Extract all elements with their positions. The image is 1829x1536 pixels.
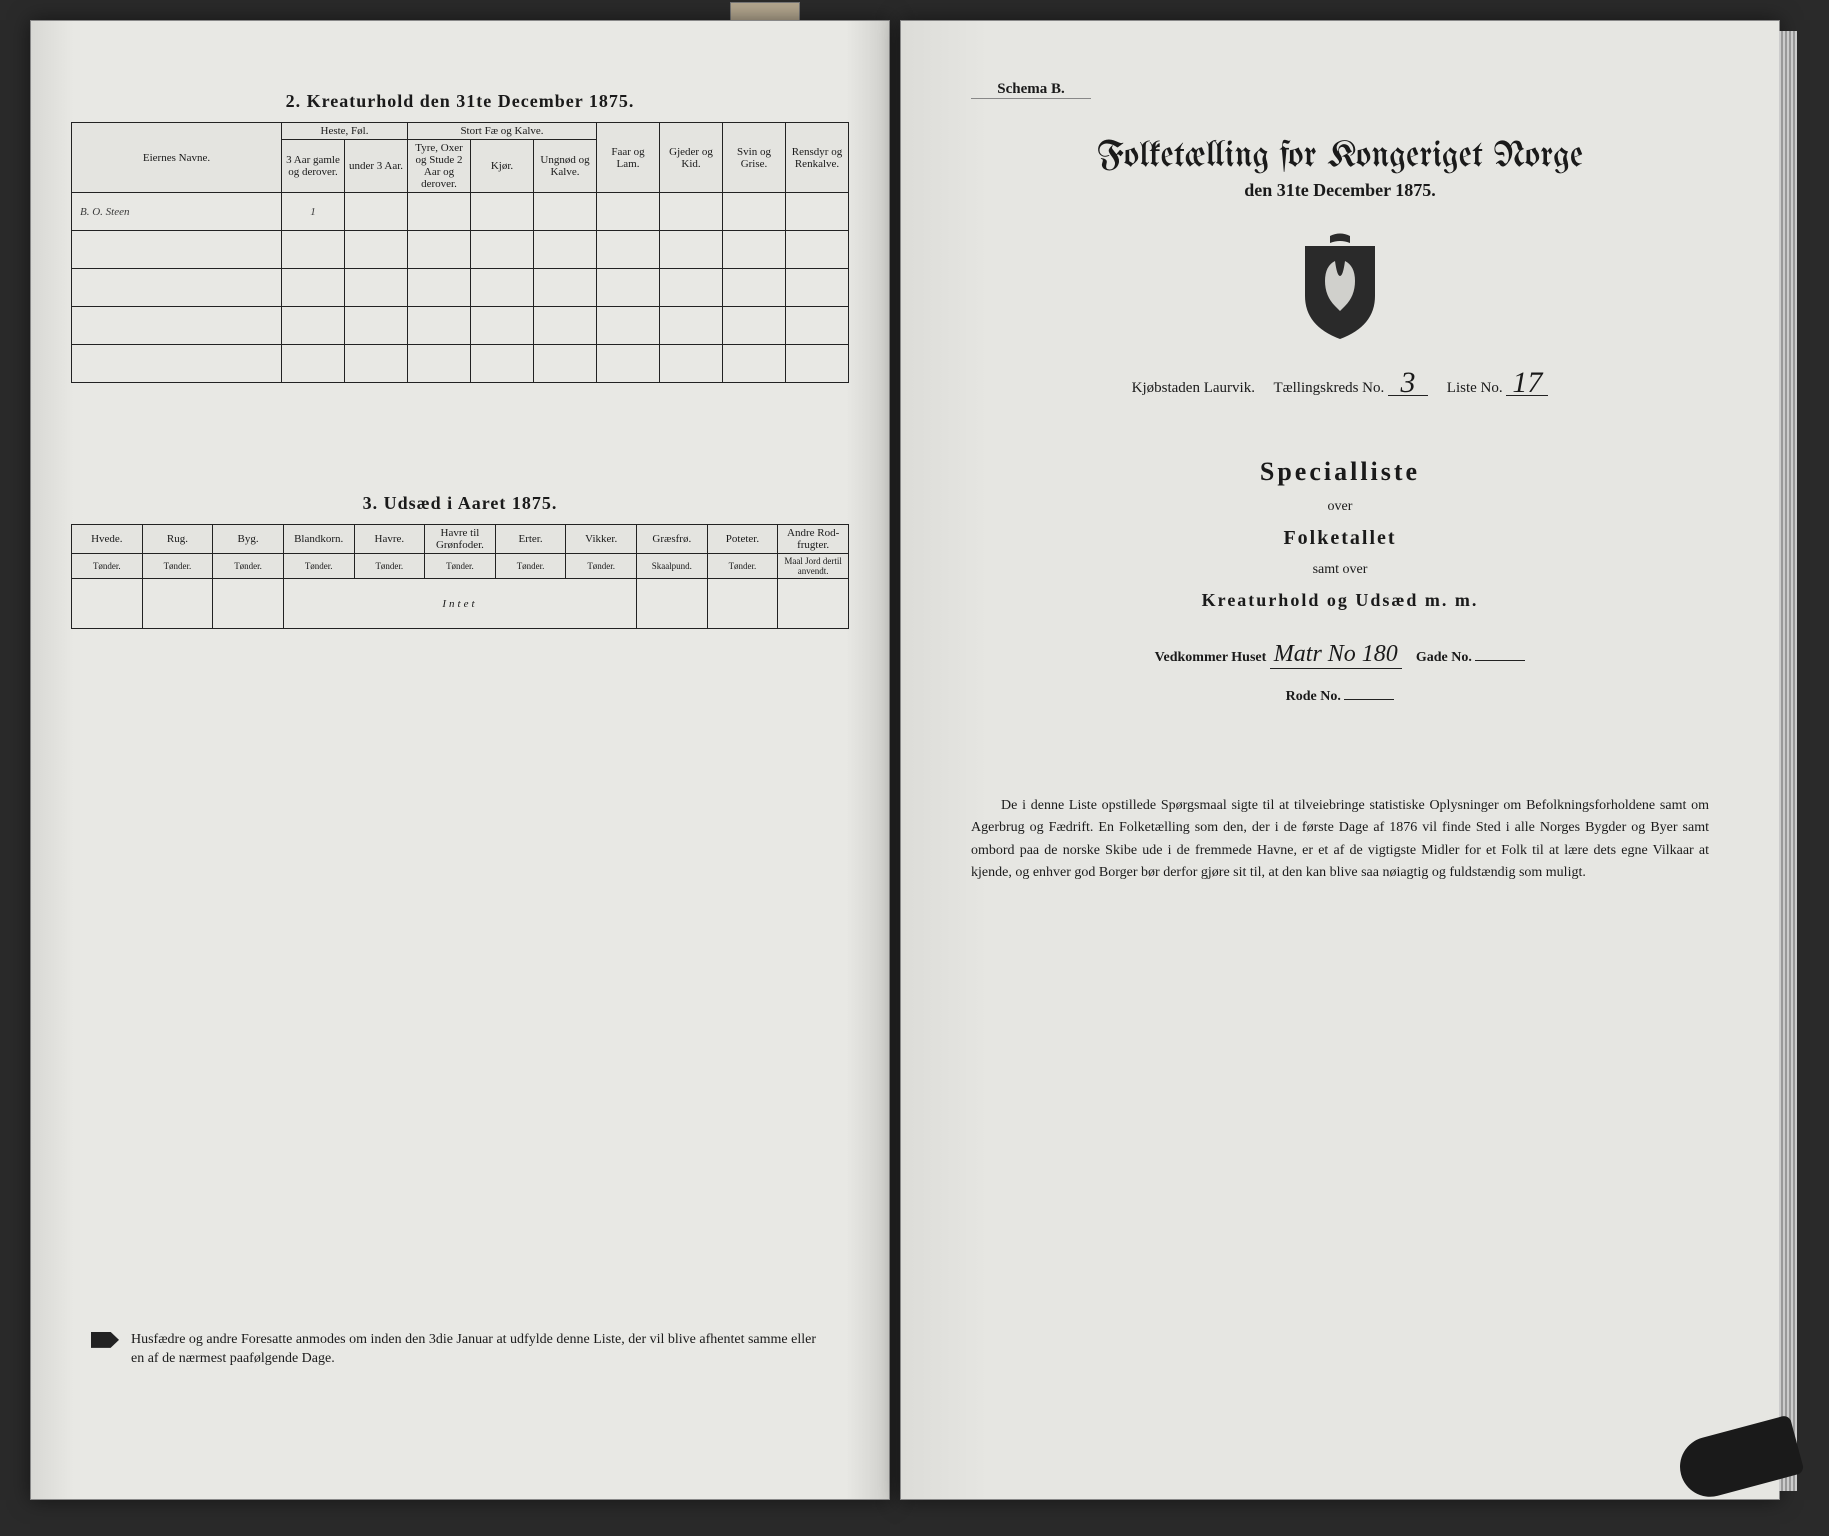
- col: Erter.: [495, 525, 566, 554]
- col: Rug.: [142, 525, 213, 554]
- cell: [408, 193, 471, 231]
- footnote-text: Husfædre og andre Foresatte anmodes om i…: [131, 1332, 816, 1367]
- sub-s1: Tyre, Oxer og Stude 2 Aar og derover.: [408, 140, 471, 193]
- pointer-icon: [91, 1332, 119, 1348]
- unit: Tønder.: [142, 554, 213, 579]
- cell: [786, 193, 849, 231]
- sub-h2: under 3 Aar.: [345, 140, 408, 193]
- document-tab: [730, 2, 800, 22]
- sub-h1: 3 Aar gamle og derover.: [282, 140, 345, 193]
- livestock-row: [72, 345, 849, 383]
- folketallet: Folketallet: [971, 527, 1709, 550]
- liste-label: Liste No.: [1447, 380, 1503, 396]
- col-owner: Eiernes Navne.: [72, 123, 282, 193]
- town-label: Kjøbstaden Laurvik.: [1132, 380, 1255, 396]
- grp-faar: Faar og Lam.: [597, 123, 660, 193]
- section-3-title: 3. Udsæd i Aaret 1875.: [71, 493, 849, 514]
- footnote: Husfædre og andre Foresatte anmodes om i…: [131, 1330, 829, 1369]
- col: Andre Rod-frugter.: [778, 525, 849, 554]
- sub-title: den 31te December 1875.: [971, 180, 1709, 201]
- liste-no: 17: [1506, 371, 1548, 396]
- cell: [471, 193, 534, 231]
- body-paragraph: De i denne Liste opstillede Spørgsmaal s…: [971, 795, 1709, 885]
- seed-data-row: Intet: [72, 579, 849, 629]
- sub-s2: Kjør.: [471, 140, 534, 193]
- livestock-row: [72, 231, 849, 269]
- unit: Tønder.: [213, 554, 284, 579]
- seed-unit-row: Tønder. Tønder. Tønder. Tønder. Tønder. …: [72, 554, 849, 579]
- page-stack-edge: [1779, 31, 1797, 1491]
- over-1: over: [971, 499, 1709, 515]
- unit: Tønder.: [283, 554, 354, 579]
- unit: Tønder.: [566, 554, 637, 579]
- vedkommer-line: Vedkommer Huset Matr No 180 Gade No.: [971, 641, 1709, 669]
- district-line: Kjøbstaden Laurvik. Tællingskreds No. 3 …: [971, 371, 1709, 397]
- kreaturhold-line: Kreaturhold og Udsæd m. m.: [971, 590, 1709, 611]
- section-2-title: 2. Kreaturhold den 31te December 1875.: [71, 91, 849, 112]
- left-page: 2. Kreaturhold den 31te December 1875. E…: [30, 20, 890, 1500]
- livestock-row: [72, 307, 849, 345]
- unit: Tønder.: [707, 554, 778, 579]
- seed-header-row: Hvede. Rug. Byg. Blandkorn. Havre. Havre…: [72, 525, 849, 554]
- seed-table: Hvede. Rug. Byg. Blandkorn. Havre. Havre…: [71, 524, 849, 629]
- cell: [597, 193, 660, 231]
- col: Byg.: [213, 525, 284, 554]
- unit: Maal Jord dertil anvendt.: [778, 554, 849, 579]
- grp-heste: Heste, Føl.: [282, 123, 408, 140]
- unit: Tønder.: [354, 554, 425, 579]
- unit: Tønder.: [495, 554, 566, 579]
- gade-label: Gade No.: [1416, 650, 1472, 665]
- heste-count: 1: [282, 193, 345, 231]
- grp-storfe: Stort Fæ og Kalve.: [408, 123, 597, 140]
- unit: Skaalpund.: [637, 554, 708, 579]
- unit: Tønder.: [72, 554, 143, 579]
- kreds-no: 3: [1388, 371, 1428, 396]
- gade-fill: [1475, 660, 1525, 661]
- sub-s3: Ungnød og Kalve.: [534, 140, 597, 193]
- cell: [345, 193, 408, 231]
- specialliste-title: Specialliste: [971, 457, 1709, 487]
- col: Poteter.: [707, 525, 778, 554]
- livestock-row: [72, 269, 849, 307]
- col: Havre.: [354, 525, 425, 554]
- col: Vikker.: [566, 525, 637, 554]
- rode-line: Rode No.: [971, 689, 1709, 705]
- cell: [534, 193, 597, 231]
- owner-name: B. O. Steen: [72, 193, 282, 231]
- huset-fill: Matr No 180: [1270, 641, 1402, 669]
- col: Græsfrø.: [637, 525, 708, 554]
- cell: [723, 193, 786, 231]
- col: Hvede.: [72, 525, 143, 554]
- coat-of-arms-icon: [1295, 231, 1385, 341]
- grp-gjeder: Gjeder og Kid.: [660, 123, 723, 193]
- unit: Tønder.: [425, 554, 496, 579]
- col: Blandkorn.: [283, 525, 354, 554]
- main-title: Folketælling for Kongeriget Norge: [971, 139, 1709, 176]
- vedkommer-label: Vedkommer Huset: [1155, 650, 1267, 665]
- rode-fill: [1344, 699, 1394, 700]
- livestock-table: Eiernes Navne. Heste, Føl. Stort Fæ og K…: [71, 122, 849, 383]
- livestock-row: B. O. Steen 1: [72, 193, 849, 231]
- col: Havre til Grønfoder.: [425, 525, 496, 554]
- intet-entry: Intet: [283, 579, 636, 629]
- grp-rens: Rensdyr og Renkalve.: [786, 123, 849, 193]
- kreds-label: Tællingskreds No.: [1273, 380, 1384, 396]
- right-page: Schema B. Folketælling for Kongeriget No…: [900, 20, 1780, 1500]
- grp-svin: Svin og Grise.: [723, 123, 786, 193]
- schema-label: Schema B.: [971, 81, 1091, 99]
- rode-label: Rode No.: [1286, 689, 1341, 704]
- cell: [660, 193, 723, 231]
- samt-over: samt over: [971, 562, 1709, 578]
